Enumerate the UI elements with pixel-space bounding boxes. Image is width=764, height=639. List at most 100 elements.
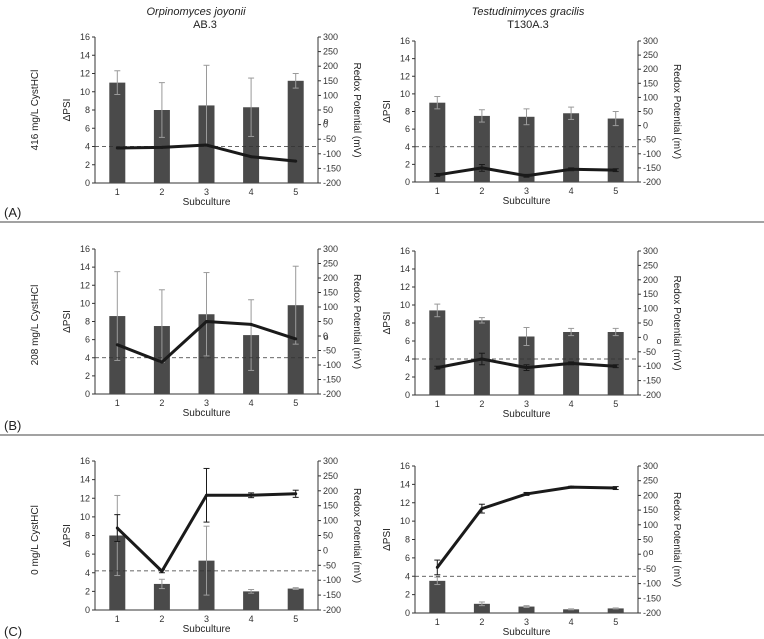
left-tick-label: 10 [400, 516, 410, 526]
redox-point [205, 320, 208, 323]
left-tick-label: 16 [80, 456, 90, 466]
stray-mark-c-right: o [648, 547, 653, 557]
left-axis-label: ΔPSI [62, 524, 73, 547]
x-tick-label: 2 [479, 399, 484, 409]
right-tick-label: 0 [323, 545, 328, 555]
left-tick-label: 8 [85, 531, 90, 541]
x-tick-label: 4 [569, 186, 574, 196]
right-tick-label: 50 [323, 105, 333, 115]
right-tick-label: 0 [643, 121, 648, 131]
x-tick-label: 2 [159, 614, 164, 624]
right-tick-label: 200 [323, 486, 338, 496]
bar [429, 580, 446, 613]
left-axis-label: ΔPSI [382, 100, 393, 123]
left-tick-label: 12 [80, 69, 90, 79]
right-tick-label: 50 [643, 318, 653, 328]
left-tick-label: 14 [400, 54, 410, 64]
x-axis-label: Subculture [503, 409, 551, 420]
right-tick-label: 50 [323, 317, 333, 327]
redox-point [294, 159, 298, 163]
right-tick-label: 250 [643, 260, 658, 270]
row-label-a: 416 mg/L CystHCl [30, 70, 41, 151]
x-tick-label: 2 [159, 187, 164, 197]
left-tick-label: 4 [85, 353, 90, 363]
left-tick-label: 0 [85, 605, 90, 615]
left-tick-label: 2 [85, 586, 90, 596]
chart-B-right: 0246810121416-200-150-100-50050100150200… [382, 246, 682, 420]
bar [518, 116, 535, 182]
right-tick-label: -50 [643, 135, 656, 145]
right-tick-label: -200 [643, 608, 661, 618]
right-tick-label: -50 [323, 134, 336, 144]
x-tick-label: 5 [293, 398, 298, 408]
row-label-c: 0 mg/L CystHCl [30, 505, 41, 575]
left-tick-label: 10 [80, 512, 90, 522]
left-tick-label: 0 [405, 608, 410, 618]
redox-point [205, 143, 208, 147]
x-tick-label: 5 [613, 186, 618, 196]
left-tick-label: 4 [85, 142, 90, 152]
right-tick-label: -200 [643, 390, 661, 400]
panel-label-c: (C) [4, 624, 22, 639]
column-title-right-strain: T130A.3 [507, 19, 549, 31]
left-tick-label: 12 [400, 498, 410, 508]
left-tick-label: 0 [405, 390, 410, 400]
x-tick-label: 1 [435, 617, 440, 627]
left-tick-label: 2 [85, 371, 90, 381]
left-tick-label: 6 [85, 123, 90, 133]
left-axis-label: ΔPSI [62, 310, 73, 333]
right-tick-label: -150 [323, 163, 341, 173]
right-axis-label: Redox Potential (mV) [351, 62, 362, 157]
right-tick-label: 0 [643, 332, 648, 342]
right-tick-label: 100 [323, 90, 338, 100]
row-label-b: 208 mg/L CystHCl [30, 285, 41, 366]
x-tick-label: 1 [435, 399, 440, 409]
redox-point [115, 343, 119, 347]
left-tick-label: 2 [405, 372, 410, 382]
right-tick-label: 300 [323, 456, 338, 466]
right-tick-label: 100 [643, 92, 658, 102]
bar [243, 591, 260, 610]
x-axis-label: Subculture [503, 196, 551, 207]
x-tick-label: 4 [569, 399, 574, 409]
right-tick-label: 250 [643, 50, 658, 60]
left-axis-label: ΔPSI [382, 528, 393, 551]
column-title-left-species: Orpinomyces joyonii [146, 6, 246, 18]
right-tick-label: -200 [643, 177, 661, 187]
x-tick-label: 1 [115, 187, 120, 197]
right-tick-label: 250 [323, 47, 338, 57]
right-tick-label: 200 [323, 273, 338, 283]
chart-A-right: 0246810121416-200-150-100-50050100150200… [382, 36, 682, 207]
right-tick-label: 250 [323, 259, 338, 269]
chart-B-left: 0246810121416-200-150-100-50050100150200… [62, 244, 362, 419]
right-tick-label: -50 [643, 564, 656, 574]
chart-C-left: 0246810121416-200-150-100-50050100150200… [62, 456, 362, 635]
right-tick-label: -150 [643, 376, 661, 386]
left-tick-label: 16 [80, 244, 90, 254]
x-tick-label: 4 [249, 398, 254, 408]
left-tick-label: 14 [80, 475, 90, 485]
right-tick-label: 100 [323, 516, 338, 526]
chart-C-right: 0246810121416-200-150-100-50050100150200… [382, 461, 682, 638]
x-tick-label: 3 [524, 399, 529, 409]
right-tick-label: -100 [643, 149, 661, 159]
redox-point [249, 322, 253, 326]
right-tick-label: -50 [323, 560, 336, 570]
bar [473, 603, 490, 613]
right-tick-label: 300 [323, 244, 338, 254]
redox-point [160, 145, 164, 149]
x-axis-label: Subculture [183, 408, 231, 419]
right-tick-label: 200 [323, 61, 338, 71]
right-tick-label: -200 [323, 178, 341, 188]
x-axis-label: Subculture [183, 624, 231, 635]
right-tick-label: 300 [643, 246, 658, 256]
right-tick-label: 100 [643, 520, 658, 530]
left-tick-label: 16 [400, 461, 410, 471]
x-axis-label: Subculture [183, 197, 231, 208]
right-tick-label: 0 [643, 549, 648, 559]
left-tick-label: 14 [80, 262, 90, 272]
right-tick-label: 150 [323, 501, 338, 511]
redox-point [160, 360, 164, 364]
right-tick-label: 150 [643, 289, 658, 299]
